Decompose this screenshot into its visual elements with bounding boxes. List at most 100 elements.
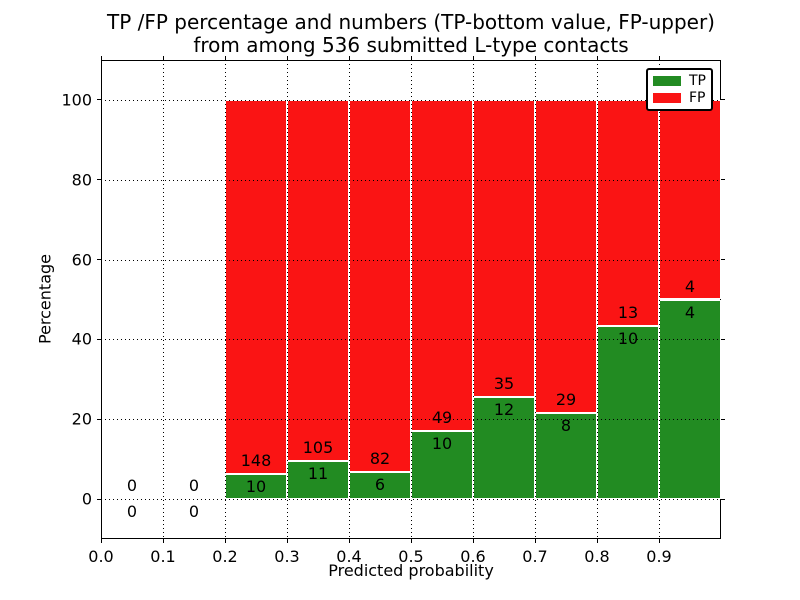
legend-label-fp: FP bbox=[689, 90, 706, 106]
x-tick-top bbox=[534, 56, 536, 60]
tp-count-label: 11 bbox=[307, 464, 329, 484]
chart-title-line2: from among 536 submitted L-type contacts bbox=[193, 33, 629, 57]
y-tick-label: 0 bbox=[81, 489, 92, 509]
y-gridline bbox=[101, 499, 721, 501]
x-tick-bottom bbox=[658, 539, 660, 543]
x-tick-label: 0.3 bbox=[274, 547, 300, 566]
y-tick-label: 80 bbox=[71, 170, 92, 190]
y-tick-label: 20 bbox=[71, 409, 92, 429]
tp-count-label: 4 bbox=[684, 302, 696, 322]
bar-segment-fp bbox=[535, 99, 597, 413]
y-tick-right bbox=[721, 179, 725, 181]
y-gridline bbox=[101, 339, 721, 341]
x-gridline bbox=[659, 60, 660, 539]
y-tick-right bbox=[721, 259, 725, 261]
y-tick-label: 60 bbox=[71, 250, 92, 270]
x-tick-top bbox=[348, 56, 350, 60]
x-tick-bottom bbox=[286, 539, 288, 543]
y-gridline bbox=[101, 259, 721, 261]
y-tick-right bbox=[721, 99, 725, 101]
tp-count-label: 10 bbox=[617, 328, 639, 348]
x-tick-bottom bbox=[410, 539, 412, 543]
fp-count-label: 0 bbox=[126, 476, 138, 496]
x-gridline bbox=[411, 60, 412, 539]
x-tick-label: 0.9 bbox=[646, 547, 672, 566]
tp-count-label: 8 bbox=[560, 415, 572, 435]
tp-count-label: 0 bbox=[126, 502, 138, 522]
fp-count-label: 35 bbox=[493, 374, 515, 394]
y-tick-left bbox=[97, 418, 101, 420]
x-tick-label: 0.7 bbox=[522, 547, 548, 566]
tp-count-label: 10 bbox=[431, 434, 453, 454]
x-tick-label: 0.1 bbox=[150, 547, 176, 566]
legend-entry-fp: FP bbox=[653, 91, 706, 105]
legend-label-tp: TP bbox=[689, 73, 706, 89]
fp-count-label: 82 bbox=[369, 448, 391, 468]
y-tick-left bbox=[97, 179, 101, 181]
fp-count-label: 29 bbox=[555, 389, 577, 409]
x-gridline bbox=[535, 60, 536, 539]
fp-count-label: 148 bbox=[240, 450, 272, 470]
chart-title-line1: TP /FP percentage and numbers (TP-bottom… bbox=[107, 10, 715, 34]
x-tick-top bbox=[100, 56, 102, 60]
y-tick-left bbox=[97, 259, 101, 261]
y-tick-left bbox=[97, 338, 101, 340]
legend-entry-tp: TP bbox=[653, 74, 706, 88]
legend-swatch-tp-icon bbox=[653, 76, 681, 86]
tp-count-label: 12 bbox=[493, 400, 515, 420]
fp-count-label: 49 bbox=[431, 408, 453, 428]
x-tick-label: 0.0 bbox=[88, 547, 114, 566]
bar-segment-fp bbox=[349, 99, 411, 472]
x-tick-label: 0.2 bbox=[212, 547, 238, 566]
y-axis-label: Percentage bbox=[35, 253, 55, 345]
bar-segment-tp bbox=[535, 412, 597, 500]
y-tick-right bbox=[721, 418, 725, 420]
y-gridline bbox=[101, 99, 721, 101]
fp-count-label: 13 bbox=[617, 302, 639, 322]
bar-segment-tp bbox=[287, 461, 349, 500]
x-tick-top bbox=[596, 56, 598, 60]
x-tick-top bbox=[472, 56, 474, 60]
x-axis-label: Predicted probability bbox=[328, 561, 494, 580]
x-tick-top bbox=[286, 56, 288, 60]
x-tick-bottom bbox=[472, 539, 474, 543]
x-tick-bottom bbox=[100, 539, 102, 543]
x-tick-bottom bbox=[534, 539, 536, 543]
x-tick-label: 0.6 bbox=[460, 547, 486, 566]
x-tick-bottom bbox=[224, 539, 226, 543]
x-tick-bottom bbox=[596, 539, 598, 543]
x-tick-top bbox=[224, 56, 226, 60]
fp-count-label: 0 bbox=[188, 476, 200, 496]
tp-count-label: 0 bbox=[188, 502, 200, 522]
bar-segment-tp bbox=[597, 325, 659, 500]
tp-count-label: 6 bbox=[374, 474, 386, 494]
y-tick-left bbox=[97, 498, 101, 500]
x-gridline bbox=[349, 60, 350, 539]
y-tick-right bbox=[721, 498, 725, 500]
tp-count-label: 10 bbox=[245, 476, 267, 496]
x-tick-label: 0.5 bbox=[398, 547, 424, 566]
legend-swatch-fp-icon bbox=[653, 93, 681, 103]
x-tick-top bbox=[658, 56, 660, 60]
bar-segment-tp bbox=[411, 431, 473, 500]
bar-segment-fp bbox=[473, 99, 535, 398]
x-tick-label: 0.8 bbox=[584, 547, 610, 566]
y-tick-label: 100 bbox=[61, 90, 92, 110]
x-gridline bbox=[287, 60, 288, 539]
fp-count-label: 4 bbox=[684, 276, 696, 296]
bar-segment-fp bbox=[287, 99, 349, 462]
x-tick-top bbox=[410, 56, 412, 60]
x-tick-top bbox=[162, 56, 164, 60]
bar-segment-fp bbox=[659, 99, 721, 300]
y-gridline bbox=[101, 419, 721, 421]
x-tick-bottom bbox=[162, 539, 164, 543]
y-tick-label: 40 bbox=[71, 329, 92, 349]
chart-title: TP /FP percentage and numbers (TP-bottom… bbox=[91, 11, 731, 57]
y-gridline bbox=[101, 179, 721, 181]
bar-segment-fp bbox=[225, 99, 287, 474]
x-tick-bottom bbox=[348, 539, 350, 543]
x-tick-label: 0.4 bbox=[336, 547, 362, 566]
plot-area: TP FP 0 0 0 0 148 10 105 11 82 6 49 10 35 12 29 8 13 10 4 4 0… bbox=[61, 56, 725, 566]
bar-segment-fp bbox=[411, 99, 473, 432]
